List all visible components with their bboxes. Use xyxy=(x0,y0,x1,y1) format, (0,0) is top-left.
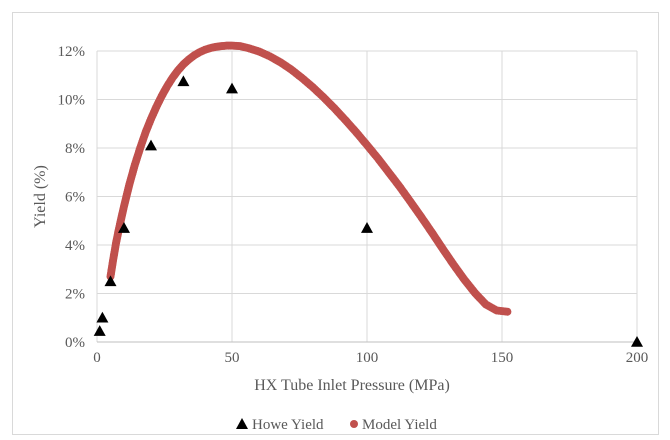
series-model-yield xyxy=(106,41,512,316)
y-tick-label: 4% xyxy=(65,238,85,254)
howe-yield-point xyxy=(96,311,109,323)
y-tick-label: 10% xyxy=(58,93,86,109)
howe-yield-point xyxy=(361,222,373,233)
x-tick-label: 150 xyxy=(491,350,514,366)
howe-yield-point xyxy=(145,139,157,151)
howe-yield-point xyxy=(177,75,190,87)
y-tick-label: 12% xyxy=(58,44,86,60)
howe-yield-point xyxy=(104,275,117,287)
howe-yield-point xyxy=(631,336,643,347)
y-tick-labels: 0% 2% 4% 6% 8% 10% 12% xyxy=(58,44,86,351)
y-tick-label: 8% xyxy=(65,141,85,157)
legend-marker-howe-yield xyxy=(236,418,248,429)
legend-marker-model-yield xyxy=(350,420,358,428)
x-tick-label: 100 xyxy=(356,350,379,366)
y-axis-title: Yield (%) xyxy=(32,165,49,228)
howe-yield-point xyxy=(93,325,106,336)
x-axis-title: HX Tube Inlet Pressure (MPa) xyxy=(254,377,450,394)
legend-label-model-yield: Model Yield xyxy=(362,417,437,433)
x-tick-label: 50 xyxy=(225,350,240,366)
series-howe-yield xyxy=(93,75,643,347)
model-yield-point xyxy=(503,307,512,316)
legend: Howe Yield Model Yield xyxy=(236,417,437,433)
howe-yield-point xyxy=(226,82,238,94)
chart-border xyxy=(12,12,659,435)
legend-label-howe-yield: Howe Yield xyxy=(252,417,324,433)
x-tick-labels: 0 50 100 150 200 xyxy=(93,350,648,366)
y-tick-label: 0% xyxy=(65,335,85,351)
howe-yield-point xyxy=(118,222,130,233)
y-tick-label: 6% xyxy=(65,190,85,206)
y-tick-label: 2% xyxy=(65,287,85,303)
gridlines xyxy=(96,50,638,343)
x-tick-label: 200 xyxy=(626,350,649,366)
x-tick-label: 0 xyxy=(93,350,101,366)
